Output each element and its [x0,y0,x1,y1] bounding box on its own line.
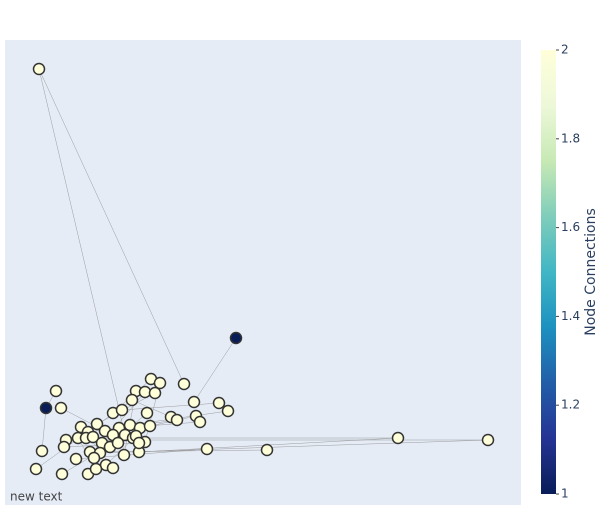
node [69,452,83,466]
node [212,396,226,410]
node [86,430,100,444]
node [54,401,68,415]
node [89,462,103,476]
node [193,415,207,429]
node [49,384,63,398]
node [87,451,101,465]
edge [121,402,220,411]
colorbar-tick-label: 1.6 [561,220,580,234]
colorbar-tick-label: 1 [561,487,569,501]
node [111,436,125,450]
node [106,461,120,475]
node [229,331,243,345]
node [391,431,405,445]
node [148,386,162,400]
node [481,433,495,447]
annotation: new text [10,490,63,504]
edge [38,68,126,436]
node [55,467,69,481]
node [117,448,131,462]
colorbar-tick-label: 1.4 [561,309,580,323]
node [260,443,274,457]
colorbar-tick-label: 2 [561,43,569,57]
edge [131,399,172,418]
node [140,406,154,420]
colorbar-tick-label: 1.2 [561,398,580,412]
colorbar-tick-label: 1.8 [561,131,580,145]
node [221,404,235,418]
node [90,417,104,431]
node [125,393,139,407]
node [132,436,146,450]
node [170,413,184,427]
node [200,442,214,456]
colorbar [541,50,556,494]
edge [193,337,237,403]
node [39,401,53,415]
node [177,377,191,391]
node [143,419,157,433]
node [115,403,129,417]
colorbar-title: Node Connections [583,208,599,336]
edge [41,407,47,452]
node [35,444,49,458]
node [187,395,201,409]
edge [38,68,185,385]
node [32,62,46,76]
node [29,462,43,476]
node [57,440,71,454]
node [153,376,167,390]
